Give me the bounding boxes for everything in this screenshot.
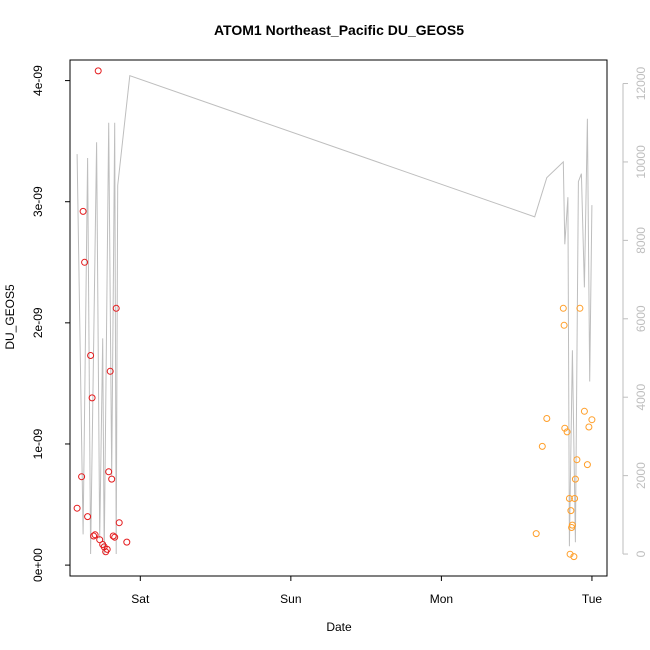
data-points-group: [73, 67, 596, 561]
data-point-series-1: [103, 545, 111, 553]
y-axis-left: 0e+00 1e-09 2e-09 3e-09 4e-09: [31, 65, 70, 582]
data-point-series-1: [78, 473, 86, 481]
data-point-series-1: [105, 468, 113, 476]
plot-frame: [69, 59, 608, 577]
data-point-series-2: [560, 321, 568, 329]
data-point-series-2: [561, 424, 569, 432]
plot-border: [69, 59, 608, 577]
x-tick-label: Sat: [131, 592, 150, 606]
y-axis-label: DU_GEOS5: [3, 284, 17, 350]
data-point-series-2: [559, 304, 567, 312]
data-point-series-1: [111, 533, 119, 541]
y2-tick-label: 0: [634, 550, 648, 557]
x-tick-label: Sun: [280, 592, 301, 606]
altitude-line-group: [76, 75, 593, 555]
data-point-series-2: [585, 423, 593, 431]
y-tick-label: 3e-09: [31, 186, 45, 217]
chart-title: ATOM1 Northeast_Pacific DU_GEOS5: [214, 22, 464, 38]
data-point-series-2: [565, 495, 573, 502]
data-point-series-2: [571, 475, 579, 483]
y-axis-right: 0 2000 4000 6000 8000 10000 12000: [622, 66, 648, 557]
data-point-series-1: [79, 207, 87, 215]
y2-tick-label: 6000: [634, 305, 648, 332]
data-point-series-1: [88, 394, 96, 402]
data-point-series-1: [106, 367, 114, 375]
data-point-series-2: [566, 550, 574, 558]
data-point-series-2: [588, 416, 596, 424]
data-point-series-1: [81, 258, 89, 266]
data-point-series-1: [94, 67, 102, 75]
y2-tick-label: 4000: [634, 384, 648, 411]
data-point-series-2: [567, 507, 575, 515]
data-point-series-2: [568, 521, 576, 529]
data-point-series-2: [573, 456, 581, 464]
data-point-series-2: [583, 461, 591, 469]
data-point-series-1: [73, 504, 81, 512]
data-point-series-1: [91, 531, 99, 539]
data-point-series-1: [109, 532, 117, 540]
y-tick-label: 2e-09: [31, 307, 45, 338]
y-tick-label: 0e+00: [31, 548, 45, 582]
data-point-series-1: [84, 513, 92, 521]
data-point-series-1: [108, 475, 116, 483]
y-tick-label: 4e-09: [31, 65, 45, 96]
x-axis-label: Date: [326, 620, 352, 634]
data-point-series-2: [538, 442, 546, 450]
data-point-series-1: [87, 352, 95, 359]
y2-tick-label: 2000: [634, 462, 648, 489]
data-point-series-2: [571, 495, 579, 502]
data-point-series-2: [580, 407, 588, 415]
data-point-series-1: [123, 538, 131, 546]
data-point-series-1: [90, 532, 98, 540]
y-tick-label: 1e-09: [31, 428, 45, 459]
data-point-series-2: [570, 553, 578, 561]
y2-tick-label: 10000: [634, 145, 648, 179]
y2-tick-label: 8000: [634, 227, 648, 254]
data-point-series-1: [112, 304, 120, 312]
x-tick-label: Tue: [582, 592, 603, 606]
x-axis: Sat Sun Mon Tue: [131, 576, 602, 606]
x-tick-label: Mon: [430, 592, 453, 606]
data-point-series-2: [563, 428, 571, 436]
y2-tick-label: 12000: [634, 66, 648, 100]
data-point-series-2: [543, 415, 551, 422]
data-point-series-2: [576, 304, 584, 312]
altitude-line: [76, 75, 593, 555]
data-point-series-1: [115, 519, 123, 527]
data-point-series-2: [532, 530, 540, 538]
